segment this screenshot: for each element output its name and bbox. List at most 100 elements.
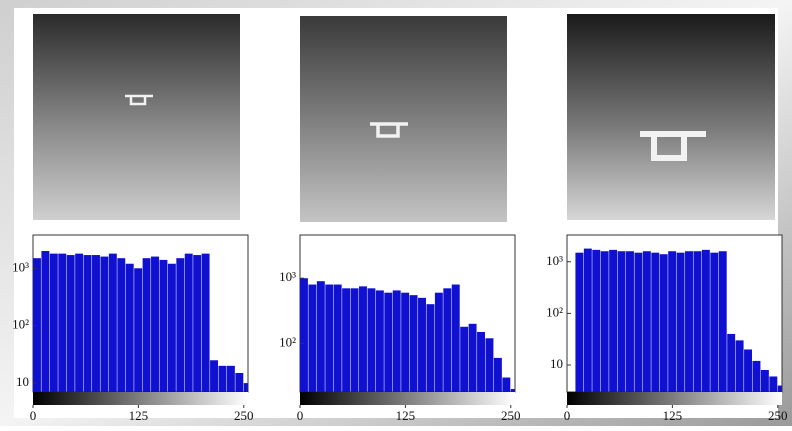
- bar: [727, 334, 735, 392]
- thermal-image: [33, 14, 240, 220]
- y-tick-label: 10: [16, 374, 29, 389]
- bar: [761, 370, 769, 392]
- bar: [351, 288, 359, 392]
- bar: [435, 293, 443, 392]
- x-tick-label: 250: [501, 408, 521, 423]
- bar: [159, 260, 167, 392]
- bar: [342, 288, 350, 392]
- bar: [460, 327, 468, 392]
- bar: [41, 251, 49, 392]
- x-tick-label: 250: [768, 408, 788, 423]
- bar: [58, 254, 66, 392]
- bar: [592, 250, 600, 392]
- bar: [485, 338, 493, 392]
- bar: [651, 253, 659, 392]
- bar: [300, 278, 308, 392]
- x-tick-label: 250: [234, 408, 254, 423]
- bar: [693, 251, 701, 392]
- bar: [494, 358, 502, 392]
- bar: [185, 254, 193, 392]
- bar: [84, 255, 92, 392]
- y-tick-label: 10²: [546, 304, 563, 319]
- thermal-image: [567, 14, 775, 220]
- x-tick-label: 125: [129, 408, 149, 423]
- figure: 10 10² 10³ 0 125 250 10² 10³ 0 125 250 10 10² 10³ 0 125…: [0, 0, 792, 426]
- y-tick-label: 10²: [12, 317, 29, 332]
- x-tick-label: 125: [663, 408, 683, 423]
- bar: [151, 257, 159, 392]
- bar: [50, 254, 58, 392]
- bar: [244, 383, 248, 392]
- bar: [367, 288, 375, 392]
- bar: [736, 340, 744, 392]
- bar: [75, 254, 83, 392]
- bar: [334, 285, 342, 392]
- bar: [359, 286, 367, 392]
- bar: [601, 251, 609, 392]
- bar: [134, 268, 142, 392]
- y-tick-label: 10²: [279, 334, 296, 349]
- bar: [218, 366, 226, 392]
- bar: [384, 293, 392, 392]
- bar: [227, 366, 235, 392]
- x-tick-label: 0: [30, 408, 37, 423]
- bar: [769, 376, 777, 392]
- bar: [100, 257, 108, 392]
- bar: [744, 349, 752, 392]
- bar: [626, 251, 634, 392]
- x-tick-label: 0: [564, 408, 571, 423]
- bar: [109, 254, 117, 392]
- bar: [660, 254, 668, 392]
- bar: [702, 250, 710, 392]
- bar: [584, 249, 592, 392]
- bar: [410, 295, 418, 392]
- bar: [778, 386, 782, 392]
- bar: [575, 253, 583, 392]
- bar: [33, 258, 41, 392]
- bar: [618, 251, 626, 392]
- colorbar: [300, 392, 515, 405]
- bar: [502, 378, 510, 392]
- bar: [117, 258, 125, 392]
- bar: [210, 360, 218, 392]
- y-tick-label: 10: [550, 356, 563, 371]
- bar: [477, 332, 485, 392]
- bar: [92, 255, 100, 392]
- bar: [393, 290, 401, 392]
- bar: [685, 251, 693, 392]
- y-tick-label: 10³: [279, 269, 296, 284]
- bar: [418, 298, 426, 392]
- bar: [168, 264, 176, 392]
- bar: [719, 251, 727, 392]
- bar: [443, 288, 451, 392]
- thermal-image: [300, 16, 507, 222]
- bar: [202, 254, 210, 392]
- bar: [609, 250, 617, 392]
- bar: [710, 253, 718, 392]
- bar: [193, 255, 201, 392]
- bar: [752, 361, 760, 392]
- y-tick-label: 10³: [12, 259, 29, 274]
- bar: [426, 304, 434, 392]
- bar: [317, 281, 325, 392]
- bar: [511, 389, 515, 392]
- bar: [469, 324, 477, 392]
- bar: [677, 253, 685, 392]
- bar: [235, 373, 243, 392]
- bar: [401, 293, 409, 392]
- y-tick-label: 10³: [546, 253, 563, 268]
- colorbar: [567, 392, 782, 405]
- bar: [376, 290, 384, 392]
- bar: [308, 285, 316, 392]
- bar: [452, 285, 460, 392]
- bar: [143, 258, 151, 392]
- x-tick-label: 0: [297, 408, 304, 423]
- colorbar: [33, 392, 248, 405]
- bar: [126, 264, 134, 392]
- bar: [668, 251, 676, 392]
- bar: [67, 255, 75, 392]
- bar: [634, 253, 642, 392]
- x-tick-label: 125: [396, 408, 416, 423]
- bar: [325, 285, 333, 392]
- bar: [643, 251, 651, 392]
